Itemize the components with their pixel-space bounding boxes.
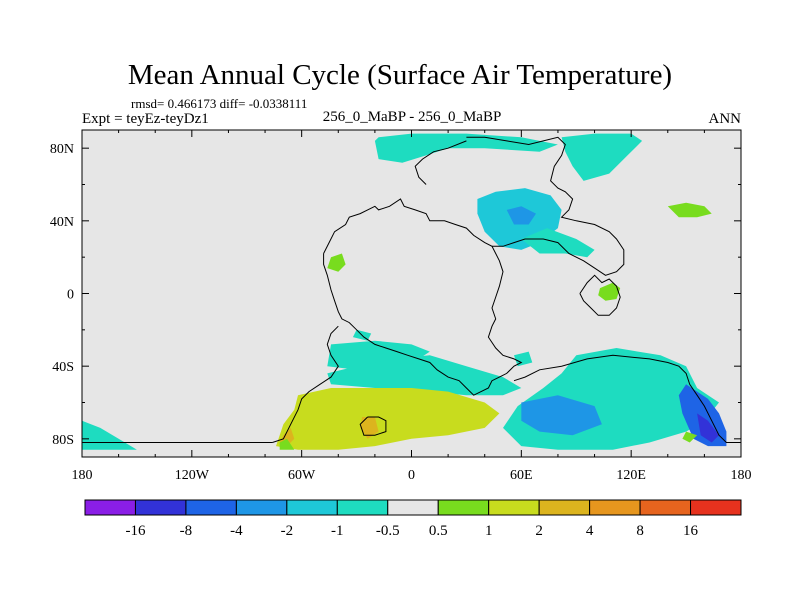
coastline-4 <box>272 325 339 443</box>
colorbar-label: -16 <box>125 523 145 539</box>
colorbar-label: 1 <box>485 523 493 539</box>
anomaly-region-pacific-green-ne <box>667 202 712 218</box>
y-tick-label: 40S <box>52 360 74 375</box>
anomaly-region-arctic-cyan <box>374 133 558 163</box>
case-label: 256_0_MaBP - 256_0_MaBP <box>323 109 502 125</box>
colorbar-label: 16 <box>683 523 699 539</box>
x-tick-label: 120W <box>175 468 210 483</box>
y-tick-label: 80S <box>52 433 74 448</box>
colorbar-swatch <box>134 499 187 516</box>
colorbar-swatch <box>387 499 439 516</box>
colorbar-label: 8 <box>636 523 644 539</box>
anomaly-region-south-atlantic-small <box>514 351 533 367</box>
colorbar-label: 0.5 <box>429 523 448 539</box>
anomaly-region-eurasia-blue-core <box>506 206 536 225</box>
anomaly-region-south-indian-blue <box>521 395 602 436</box>
colorbar-swatch <box>286 499 338 516</box>
x-tick-label: 180 <box>731 468 752 483</box>
season-label: ANN <box>709 111 742 127</box>
x-tick-label: 0 <box>408 468 415 483</box>
x-tick-label: 60W <box>288 468 316 483</box>
colorbar-label: -8 <box>180 523 193 539</box>
x-tick-label: 120E <box>616 468 646 483</box>
anomaly-region-southern-cyan-band-2 <box>327 355 522 396</box>
colorbar: -16 -8 -4 -2 -1 -0.5 0.5 1 2 4 8 16 <box>84 499 742 539</box>
coastline-3 <box>414 140 467 185</box>
map-panel: 180 120W 60W 0 60E 120E 180 80N 40N 0 40S 80S <box>50 129 752 483</box>
y-tick-label: 80N <box>50 142 74 157</box>
stats-label: rmsd= 0.466173 diff= -0.0338111 <box>131 96 307 111</box>
colorbar-swatch <box>538 499 591 516</box>
y-tick-label: 40N <box>50 215 74 230</box>
coastline-2 <box>579 274 621 316</box>
anomaly-region-australia-tip-green <box>682 431 698 443</box>
colorbar-label: -4 <box>230 523 243 539</box>
x-tick-label: 60E <box>510 468 533 483</box>
colorbar-swatch <box>589 499 641 516</box>
colorbar-label: -2 <box>281 523 294 539</box>
coastline-7 <box>359 416 387 436</box>
colorbar-swatch <box>639 499 692 516</box>
y-tick-label: 0 <box>67 288 74 303</box>
coastline-layer <box>82 136 741 443</box>
colorbar-label: -0.5 <box>376 523 400 539</box>
anomaly-layer <box>82 133 727 450</box>
colorbar-label: 4 <box>586 523 594 539</box>
colorbar-swatch <box>235 499 288 516</box>
coastline-0 <box>323 198 523 396</box>
anomaly-region-antarctic-lime <box>276 388 500 450</box>
coastline-1 <box>466 136 625 276</box>
anomaly-region-atlantic-green <box>327 253 346 272</box>
experiment-label: Expt = teyEz-teyDz1 <box>82 111 209 127</box>
colorbar-label: -1 <box>331 523 344 539</box>
axis-ticks: 180 120W 60W 0 60E 120E 180 80N 40N 0 40S 80S <box>50 130 752 483</box>
colorbar-swatch <box>690 499 742 516</box>
colorbar-swatch <box>437 499 490 516</box>
chart-title: Mean Annual Cycle (Surface Air Temperatu… <box>128 59 672 91</box>
coastline-5 <box>513 354 741 443</box>
colorbar-swatch <box>336 499 389 516</box>
colorbar-swatch <box>84 499 136 516</box>
x-tick-label: 180 <box>72 468 93 483</box>
colorbar-swatch <box>488 499 540 516</box>
anomaly-region-arctic-cyan-east <box>561 133 643 181</box>
anomaly-region-antarctic-orange-a <box>360 417 379 439</box>
colorbar-label: 2 <box>535 523 543 539</box>
anomaly-region-tethys-green <box>598 282 621 301</box>
anomaly-region-south-dark-blue <box>697 413 719 443</box>
anomaly-region-antarctic-green-edge <box>279 438 295 450</box>
colorbar-swatch <box>185 499 237 516</box>
